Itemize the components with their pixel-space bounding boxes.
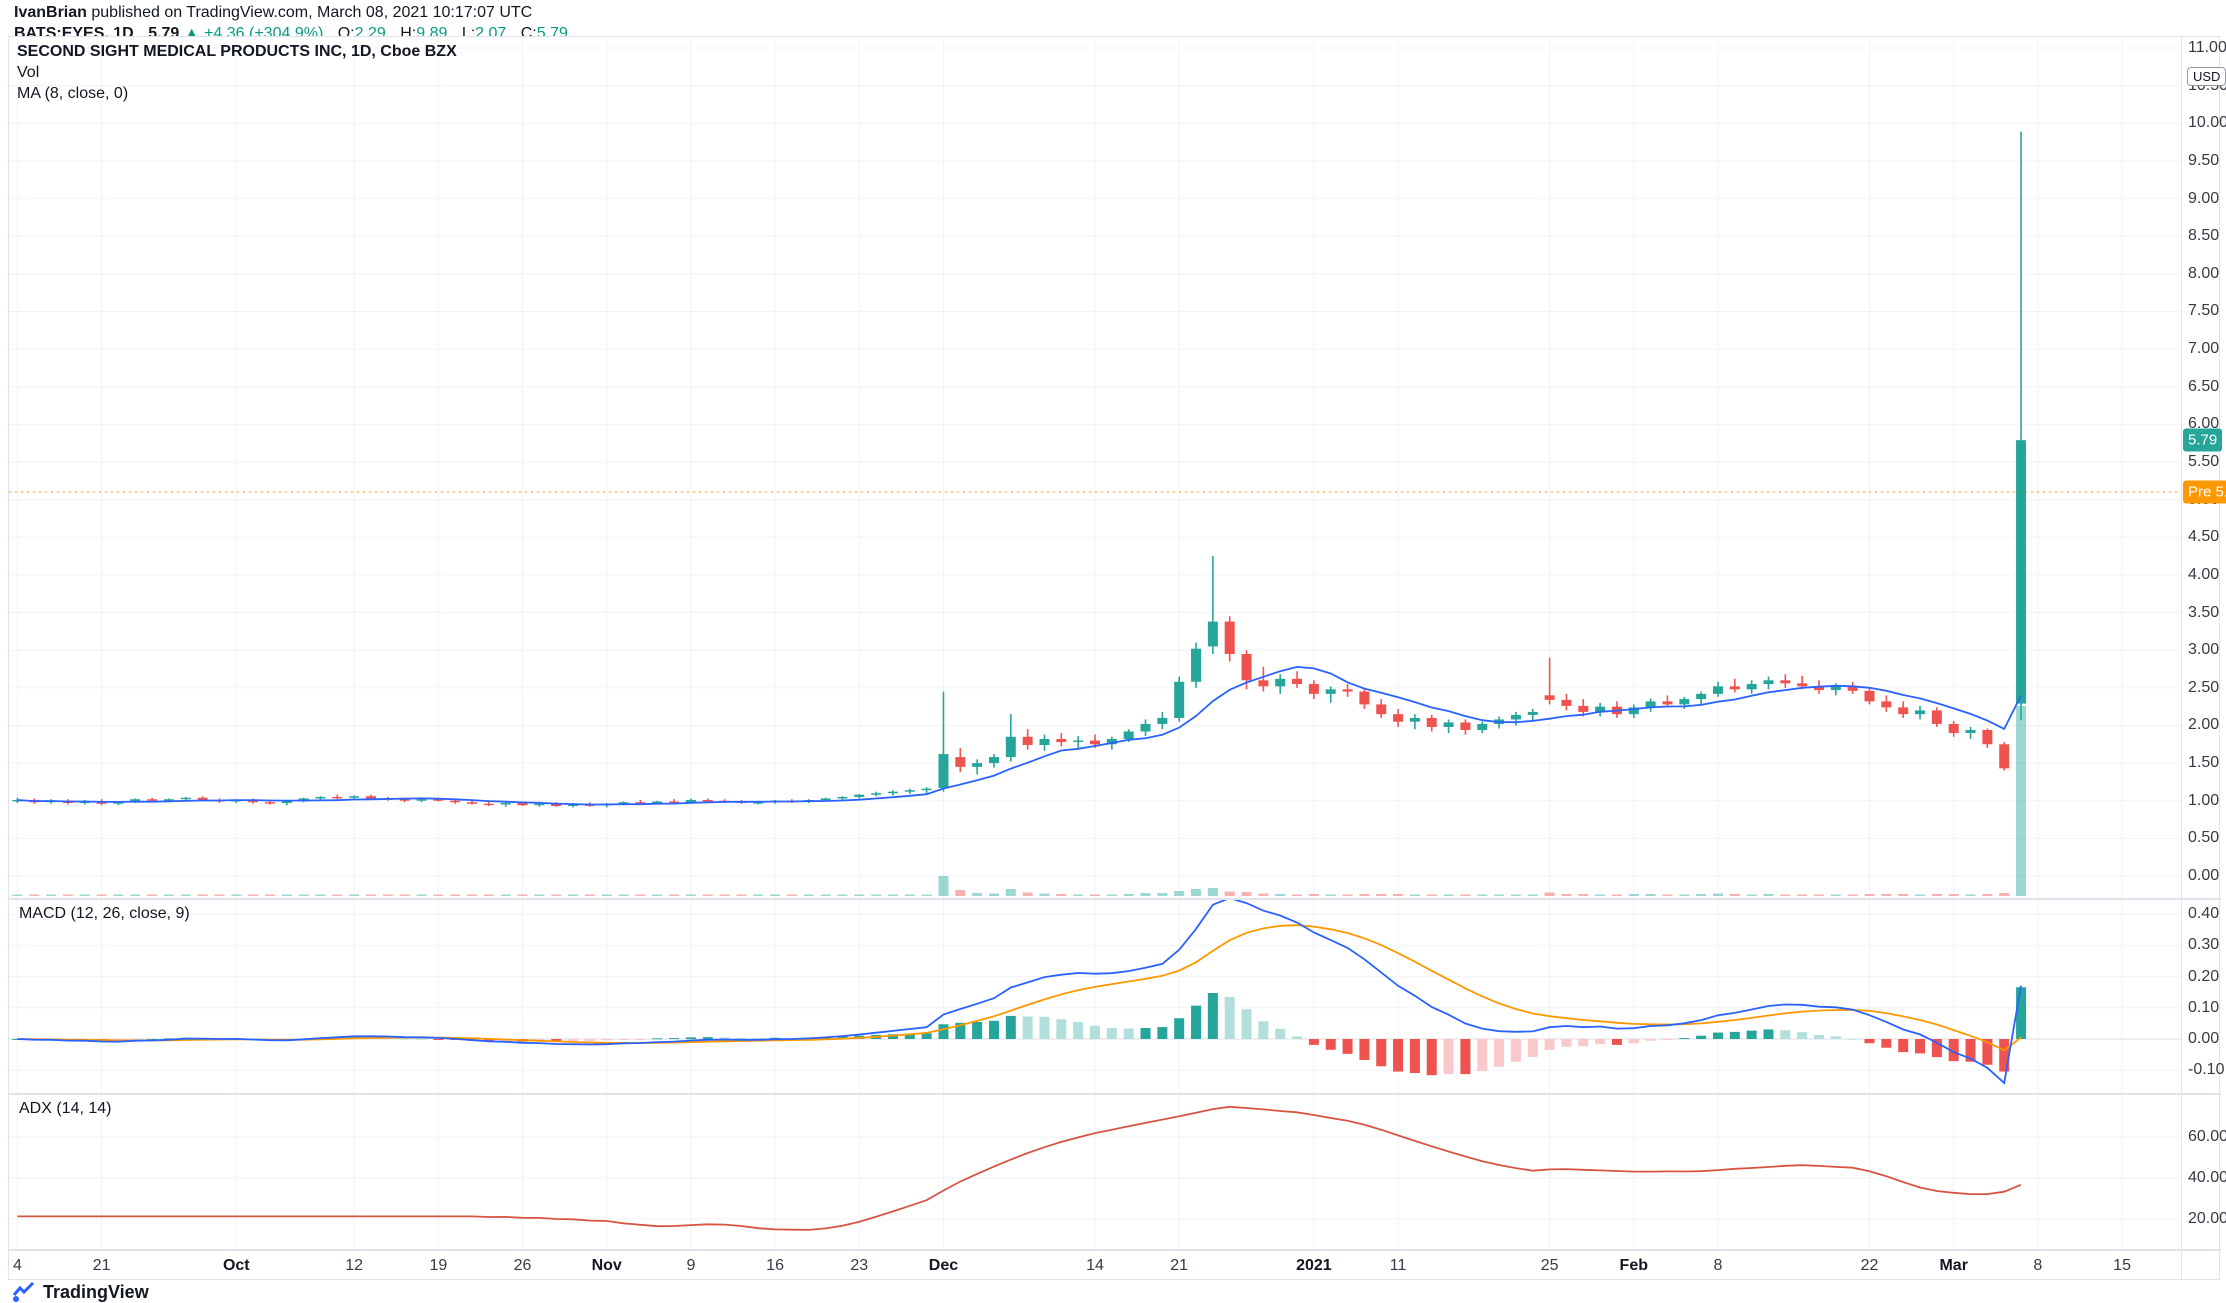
macd-histogram xyxy=(12,987,2027,1076)
premarket-badge: Pre 5.10 xyxy=(2183,480,2226,504)
last-price-badge: 5.79 xyxy=(2183,428,2223,452)
adx-tick: 20.00 xyxy=(2188,1210,2226,1227)
last-price-badge-value: 5.79 xyxy=(2188,431,2218,449)
time-tick: 25 xyxy=(1540,1257,1559,1274)
macd-tick: 0.10 xyxy=(2188,998,2220,1016)
time-tick: 8 xyxy=(1713,1257,1723,1274)
price-tick: 1.00 xyxy=(2188,791,2220,809)
price-tick: 1.50 xyxy=(2188,754,2220,772)
price-tick: 8.50 xyxy=(2188,227,2220,245)
price-tick: 3.00 xyxy=(2188,641,2220,659)
adx-tick: 60.00 xyxy=(2188,1128,2226,1145)
publish-info: published on TradingView.com, March 08, … xyxy=(86,4,533,21)
time-tick: 21 xyxy=(1170,1257,1189,1274)
time-tick: Dec xyxy=(928,1257,959,1274)
time-tick: 9 xyxy=(686,1257,696,1274)
volume-legend[interactable]: Vol xyxy=(17,64,40,81)
pane-separator-macd[interactable] xyxy=(9,898,2221,900)
price-tick: 4.00 xyxy=(2188,565,2220,583)
volume-bars xyxy=(12,706,2027,896)
price-pane[interactable] xyxy=(9,37,2181,898)
premarket-value: 5.10 xyxy=(2215,483,2226,501)
candles xyxy=(12,131,2027,808)
price-axis[interactable]: USD 5.79 Pre 5.10 0.00 0.50 1.00 1.50 2.00 2.… xyxy=(2182,37,2226,1279)
time-tick: 19 xyxy=(429,1257,448,1274)
pane-separator-adx[interactable] xyxy=(9,1093,2221,1095)
time-tick: Nov xyxy=(591,1257,622,1274)
macd-label[interactable]: MACD (12, 26, close, 9) xyxy=(19,905,190,922)
time-tick: 15 xyxy=(2113,1257,2131,1274)
price-tick: 8.00 xyxy=(2188,264,2220,282)
premarket-label: Pre xyxy=(2188,483,2212,501)
author-name: IvanBrian xyxy=(14,4,87,21)
ma8-line xyxy=(17,665,2022,806)
adx-grid xyxy=(9,1094,2181,1249)
time-tick: 11 xyxy=(1389,1257,1407,1274)
price-tick: 7.50 xyxy=(2188,302,2220,320)
tradingview-logo-icon xyxy=(12,1281,35,1302)
macd-tick: -0.10 xyxy=(2188,1061,2225,1079)
time-tick: 23 xyxy=(850,1257,869,1274)
price-tick: 0.00 xyxy=(2188,867,2220,884)
adx-tick: 40.00 xyxy=(2188,1169,2226,1186)
adx-pane[interactable] xyxy=(9,1094,2181,1249)
time-tick: 14 xyxy=(1086,1257,1104,1274)
macd-tick: 0.40 xyxy=(2188,905,2220,923)
time-tick: 12 xyxy=(345,1257,364,1274)
tradingview-brand: TradingView xyxy=(43,1281,149,1302)
macd-tick: 0.30 xyxy=(2188,936,2220,954)
time-axis[interactable]: 4 21 Oct 12 19 26 Nov 9 16 23 Dec 14 21 2021 11 25 Feb 8 2… xyxy=(9,1250,2181,1279)
time-tick: Oct xyxy=(222,1257,250,1274)
adx-line xyxy=(17,1105,2022,1231)
macd-tick: 0.20 xyxy=(2188,967,2220,985)
macd-signal-line xyxy=(17,924,2022,1052)
time-tick: 22 xyxy=(1860,1257,1879,1274)
time-tick: 26 xyxy=(513,1257,532,1274)
tradingview-attribution[interactable]: TradingView xyxy=(12,1281,149,1303)
price-tick: 0.50 xyxy=(2188,829,2220,847)
price-tick: 7.00 xyxy=(2188,340,2220,358)
time-tick: 2021 xyxy=(1296,1257,1332,1274)
chart-frame[interactable]: SECOND SIGHT MEDICAL PRODUCTS INC, 1D, C… xyxy=(8,36,2226,1280)
price-tick: 4.50 xyxy=(2188,528,2220,546)
symbol-title: SECOND SIGHT MEDICAL PRODUCTS INC, 1D, C… xyxy=(17,43,457,60)
price-tick: 6.50 xyxy=(2188,377,2220,395)
price-axis-border xyxy=(2181,37,2182,1279)
price-grid xyxy=(9,37,2181,898)
time-tick: Mar xyxy=(1939,1257,1968,1274)
price-tick: 11.00 xyxy=(2188,39,2226,57)
publish-caption: IvanBrian published on TradingView.com, … xyxy=(14,3,568,22)
price-tick: 10.00 xyxy=(2188,114,2226,132)
price-tick: 3.50 xyxy=(2188,603,2220,621)
currency-badge[interactable]: USD xyxy=(2187,67,2226,86)
time-tick: Feb xyxy=(1619,1257,1649,1274)
adx-label[interactable]: ADX (14, 14) xyxy=(19,1100,112,1117)
price-tick: 9.50 xyxy=(2188,151,2220,169)
price-tick: 5.50 xyxy=(2188,453,2220,470)
time-axis-border xyxy=(9,1249,2221,1251)
price-tick: 6.00 xyxy=(2188,415,2220,433)
time-tick: 8 xyxy=(2033,1257,2043,1274)
price-tick: 9.00 xyxy=(2188,189,2220,207)
macd-tick: 0.00 xyxy=(2188,1030,2220,1047)
time-tick: 4 xyxy=(12,1257,22,1274)
time-tick: 21 xyxy=(92,1257,111,1274)
macd-grid xyxy=(9,899,2181,1093)
macd-line xyxy=(17,899,2022,1085)
macd-pane[interactable] xyxy=(9,899,2181,1093)
price-tick: 2.00 xyxy=(2188,716,2220,734)
ma-legend[interactable]: MA (8, close, 0) xyxy=(17,85,129,102)
price-tick: 2.50 xyxy=(2188,678,2220,696)
time-tick: 16 xyxy=(766,1257,784,1274)
chart-legend: SECOND SIGHT MEDICAL PRODUCTS INC, 1D, C… xyxy=(17,41,457,104)
